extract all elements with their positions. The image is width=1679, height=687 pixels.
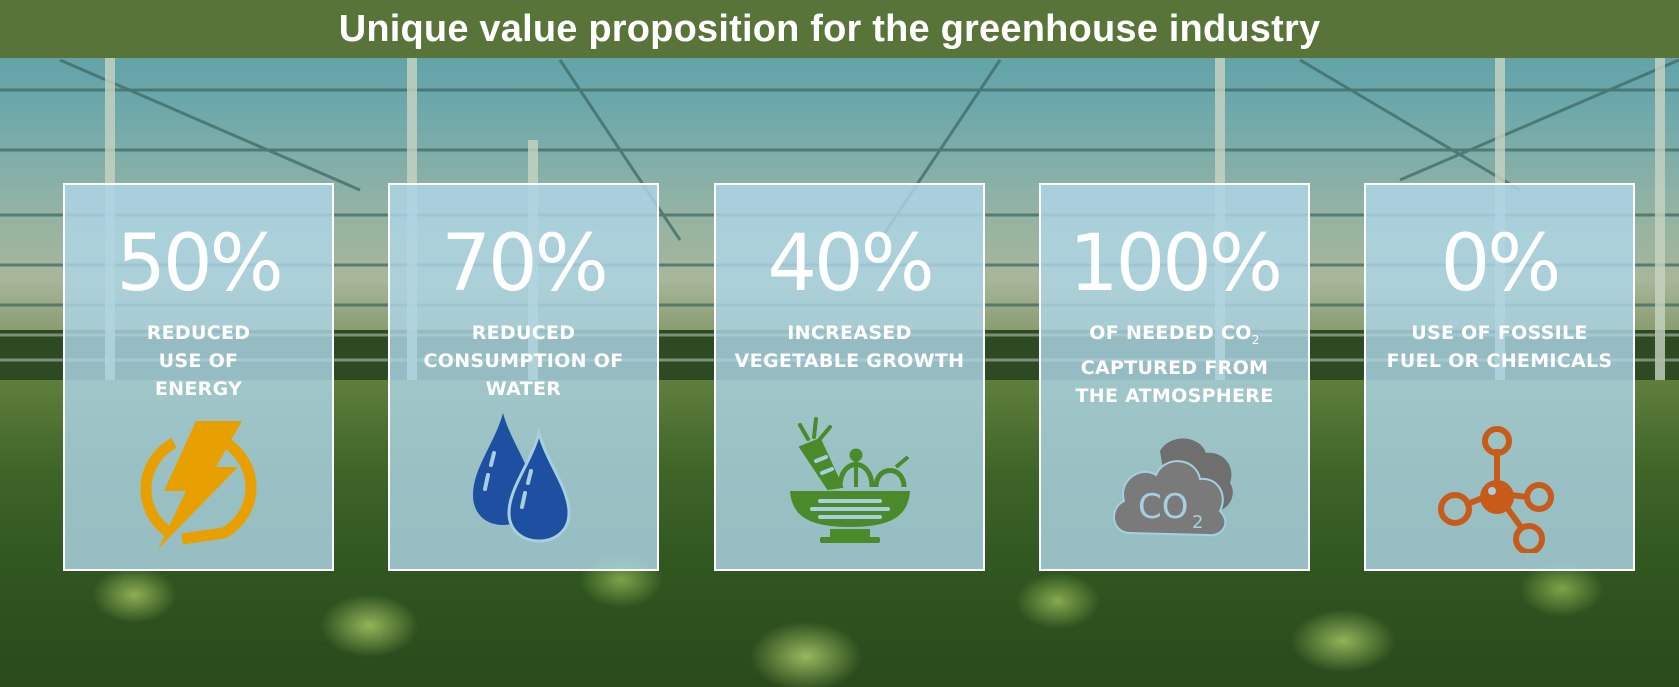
stat-description: USE OF FOSSILE FUEL OR CHEMICALS <box>1386 322 1613 372</box>
stat-value: 100% <box>1069 219 1283 309</box>
vegetable-bowl-icon <box>789 417 910 543</box>
svg-text:CO: CO <box>1138 487 1189 527</box>
co2-cloud-icon: CO 2 <box>1112 438 1233 537</box>
stat-description: REDUCED USE OF ENERGY <box>146 322 251 400</box>
stat-description: REDUCED CONSUMPTION OF WATER <box>423 322 624 400</box>
svg-text:2: 2 <box>1192 512 1203 533</box>
stat-card-fossil-fuel: 0% USE OF FOSSILE FUEL OR CHEMICALS <box>1364 183 1635 571</box>
stat-value: 40% <box>767 219 934 309</box>
stat-card-vegetables: 40% INCREASED VEGETABLE GROWTH <box>714 183 985 571</box>
stat-value: 0% <box>1440 219 1562 309</box>
stat-card-energy: 50% REDUCED USE OF ENERGY <box>63 183 334 571</box>
page-title: Unique value proposition for the greenho… <box>338 7 1321 50</box>
energy-bolt-icon <box>139 421 256 549</box>
stat-value: 50% <box>116 219 283 309</box>
stat-card-co2: 100% OF NEEDED CO2 CAPTURED FROM THE ATM… <box>1039 183 1310 571</box>
stat-description: OF NEEDED CO2 CAPTURED FROM THE ATMOSPHE… <box>1075 322 1274 407</box>
molecule-icon <box>1437 426 1554 553</box>
stat-description: INCREASED VEGETABLE GROWTH <box>734 322 965 372</box>
stat-value: 70% <box>441 219 608 309</box>
water-drops-icon <box>472 413 571 543</box>
stat-card-water: 70% REDUCED CONSUMPTION OF WATER <box>388 183 659 571</box>
title-bar: Unique value proposition for the greenho… <box>0 0 1679 58</box>
